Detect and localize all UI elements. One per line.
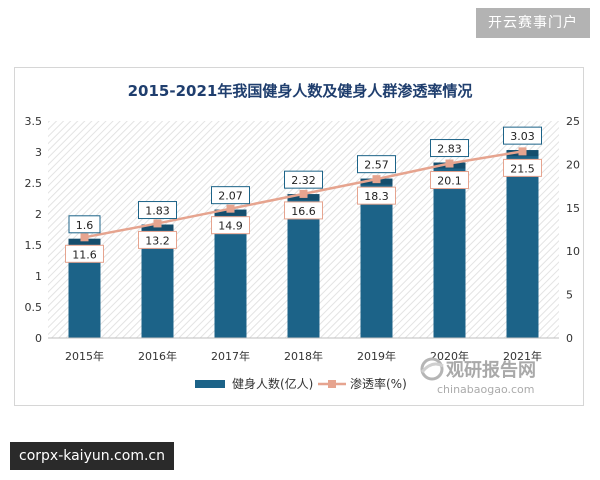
right-axis-tick-label: 5 [566,289,573,302]
x-axis-category-label: 2018年 [284,349,323,363]
line-value-label: 20.1 [437,175,462,188]
right-axis: 0 5 10 15 20 25 [566,115,580,345]
line-value-label-box [503,158,542,177]
legend-line-label: 渗透率(%) [350,376,407,391]
x-axis-category-label: 2021年 [503,349,542,363]
site-badge: 开云赛事门户 [476,8,590,38]
bar-value-label: 1.83 [145,205,170,218]
line-value-label: 14.9 [218,220,243,233]
bar-value-label: 3.03 [510,130,535,143]
watermark-logo-icon [420,357,444,381]
line-point [372,175,381,184]
x-axis-category-label: 2016年 [138,349,177,363]
line-value-label-box [65,244,104,263]
bar [506,150,539,338]
line-value-label-box [211,216,250,235]
left-axis-tick-label: 0 [35,332,42,345]
legend-bar-label: 健身人数(亿人) [232,376,313,391]
left-axis-tick-label: 0.5 [25,301,43,314]
bar [433,162,466,338]
bar-value-label: 2.07 [218,190,243,203]
line-point [80,233,89,242]
left-axis-tick-label: 2.5 [25,177,43,190]
line-point [226,204,235,213]
bar-value-label-box [430,139,469,158]
chart-title: 2015-2021年我国健身人数及健身人群渗透率情况 [128,82,473,100]
line-value-label-box [284,201,323,220]
bar-value-label: 2.83 [437,143,462,156]
bar-cap [141,224,174,231]
line-value-label: 13.2 [145,234,170,247]
bar [360,178,393,338]
left-axis: 0 0.5 1 1.5 2 2.5 3 3.5 [25,115,43,345]
bar-value-label-box [503,126,542,145]
line-value-label: 18.3 [364,190,389,203]
line-point [445,159,454,168]
left-axis-tick-label: 2 [35,208,42,221]
left-axis-tick-label: 3.5 [25,115,43,128]
bar-cap [68,238,101,245]
right-axis-tick-label: 10 [566,245,580,258]
data-labels: 1.6 1.83 2.07 2.32 2.57 2.83 3.03 11.6 13.2 14.9 1… [65,126,542,263]
legend: 健身人数(亿人) 渗透率(%) [195,376,407,391]
bar-value-label-box [284,170,323,189]
watermark-domain: chinabaogao.com [437,383,535,396]
line-point [299,189,308,198]
x-axis-category-label: 2015年 [65,349,104,363]
x-axis: 2015年 2016年 2017年 2018年 2019年 2020年 2021年 [48,337,559,363]
domain-badge: corpx-kaiyun.com.cn [10,442,174,470]
line-value-label-box [138,230,177,249]
line-value-label: 21.5 [510,162,535,175]
right-axis-tick-label: 0 [566,332,573,345]
bar-value-label-box [211,186,250,205]
line-point [153,219,162,228]
left-axis-tick-label: 1.5 [25,239,43,252]
line-value-label: 11.6 [72,248,97,261]
x-axis-category-label: 2019年 [357,349,396,363]
line-value-label-box [430,171,469,190]
bar-value-label: 1.6 [76,219,94,232]
x-axis-category-label: 2017年 [211,349,250,363]
watermark: 观研报告网 chinabaogao.com [420,357,536,396]
x-axis-category-label: 2020年 [430,349,469,363]
legend-line-marker [328,380,336,388]
penetration-line [80,147,527,242]
left-axis-tick-label: 1 [35,270,42,283]
bar-value-label-box [68,215,101,234]
line-value-label-box [357,186,396,205]
legend-bar-swatch [195,380,225,388]
bar-value-label-box [138,201,177,220]
bar-value-label: 2.57 [364,159,389,172]
line-point [518,147,527,156]
watermark-brand: 观研报告网 [446,359,536,381]
bar-value-label: 2.32 [291,174,316,187]
right-axis-tick-label: 20 [566,158,580,171]
right-axis-tick-label: 15 [566,202,580,215]
right-axis-tick-label: 25 [566,115,580,128]
bar-value-label-box [357,155,396,174]
line-value-label: 16.6 [291,205,316,218]
left-axis-tick-label: 3 [35,146,42,159]
